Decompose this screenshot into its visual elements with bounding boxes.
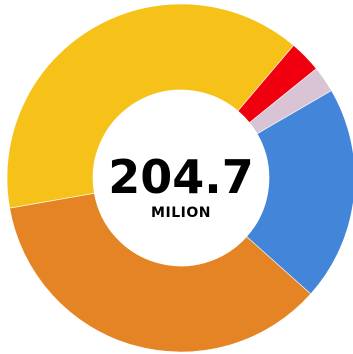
donut-hole <box>93 90 269 266</box>
center-total-value: 204.7 <box>108 150 254 204</box>
donut-slices <box>6 3 353 353</box>
center-total-unit: MILION <box>151 205 211 221</box>
